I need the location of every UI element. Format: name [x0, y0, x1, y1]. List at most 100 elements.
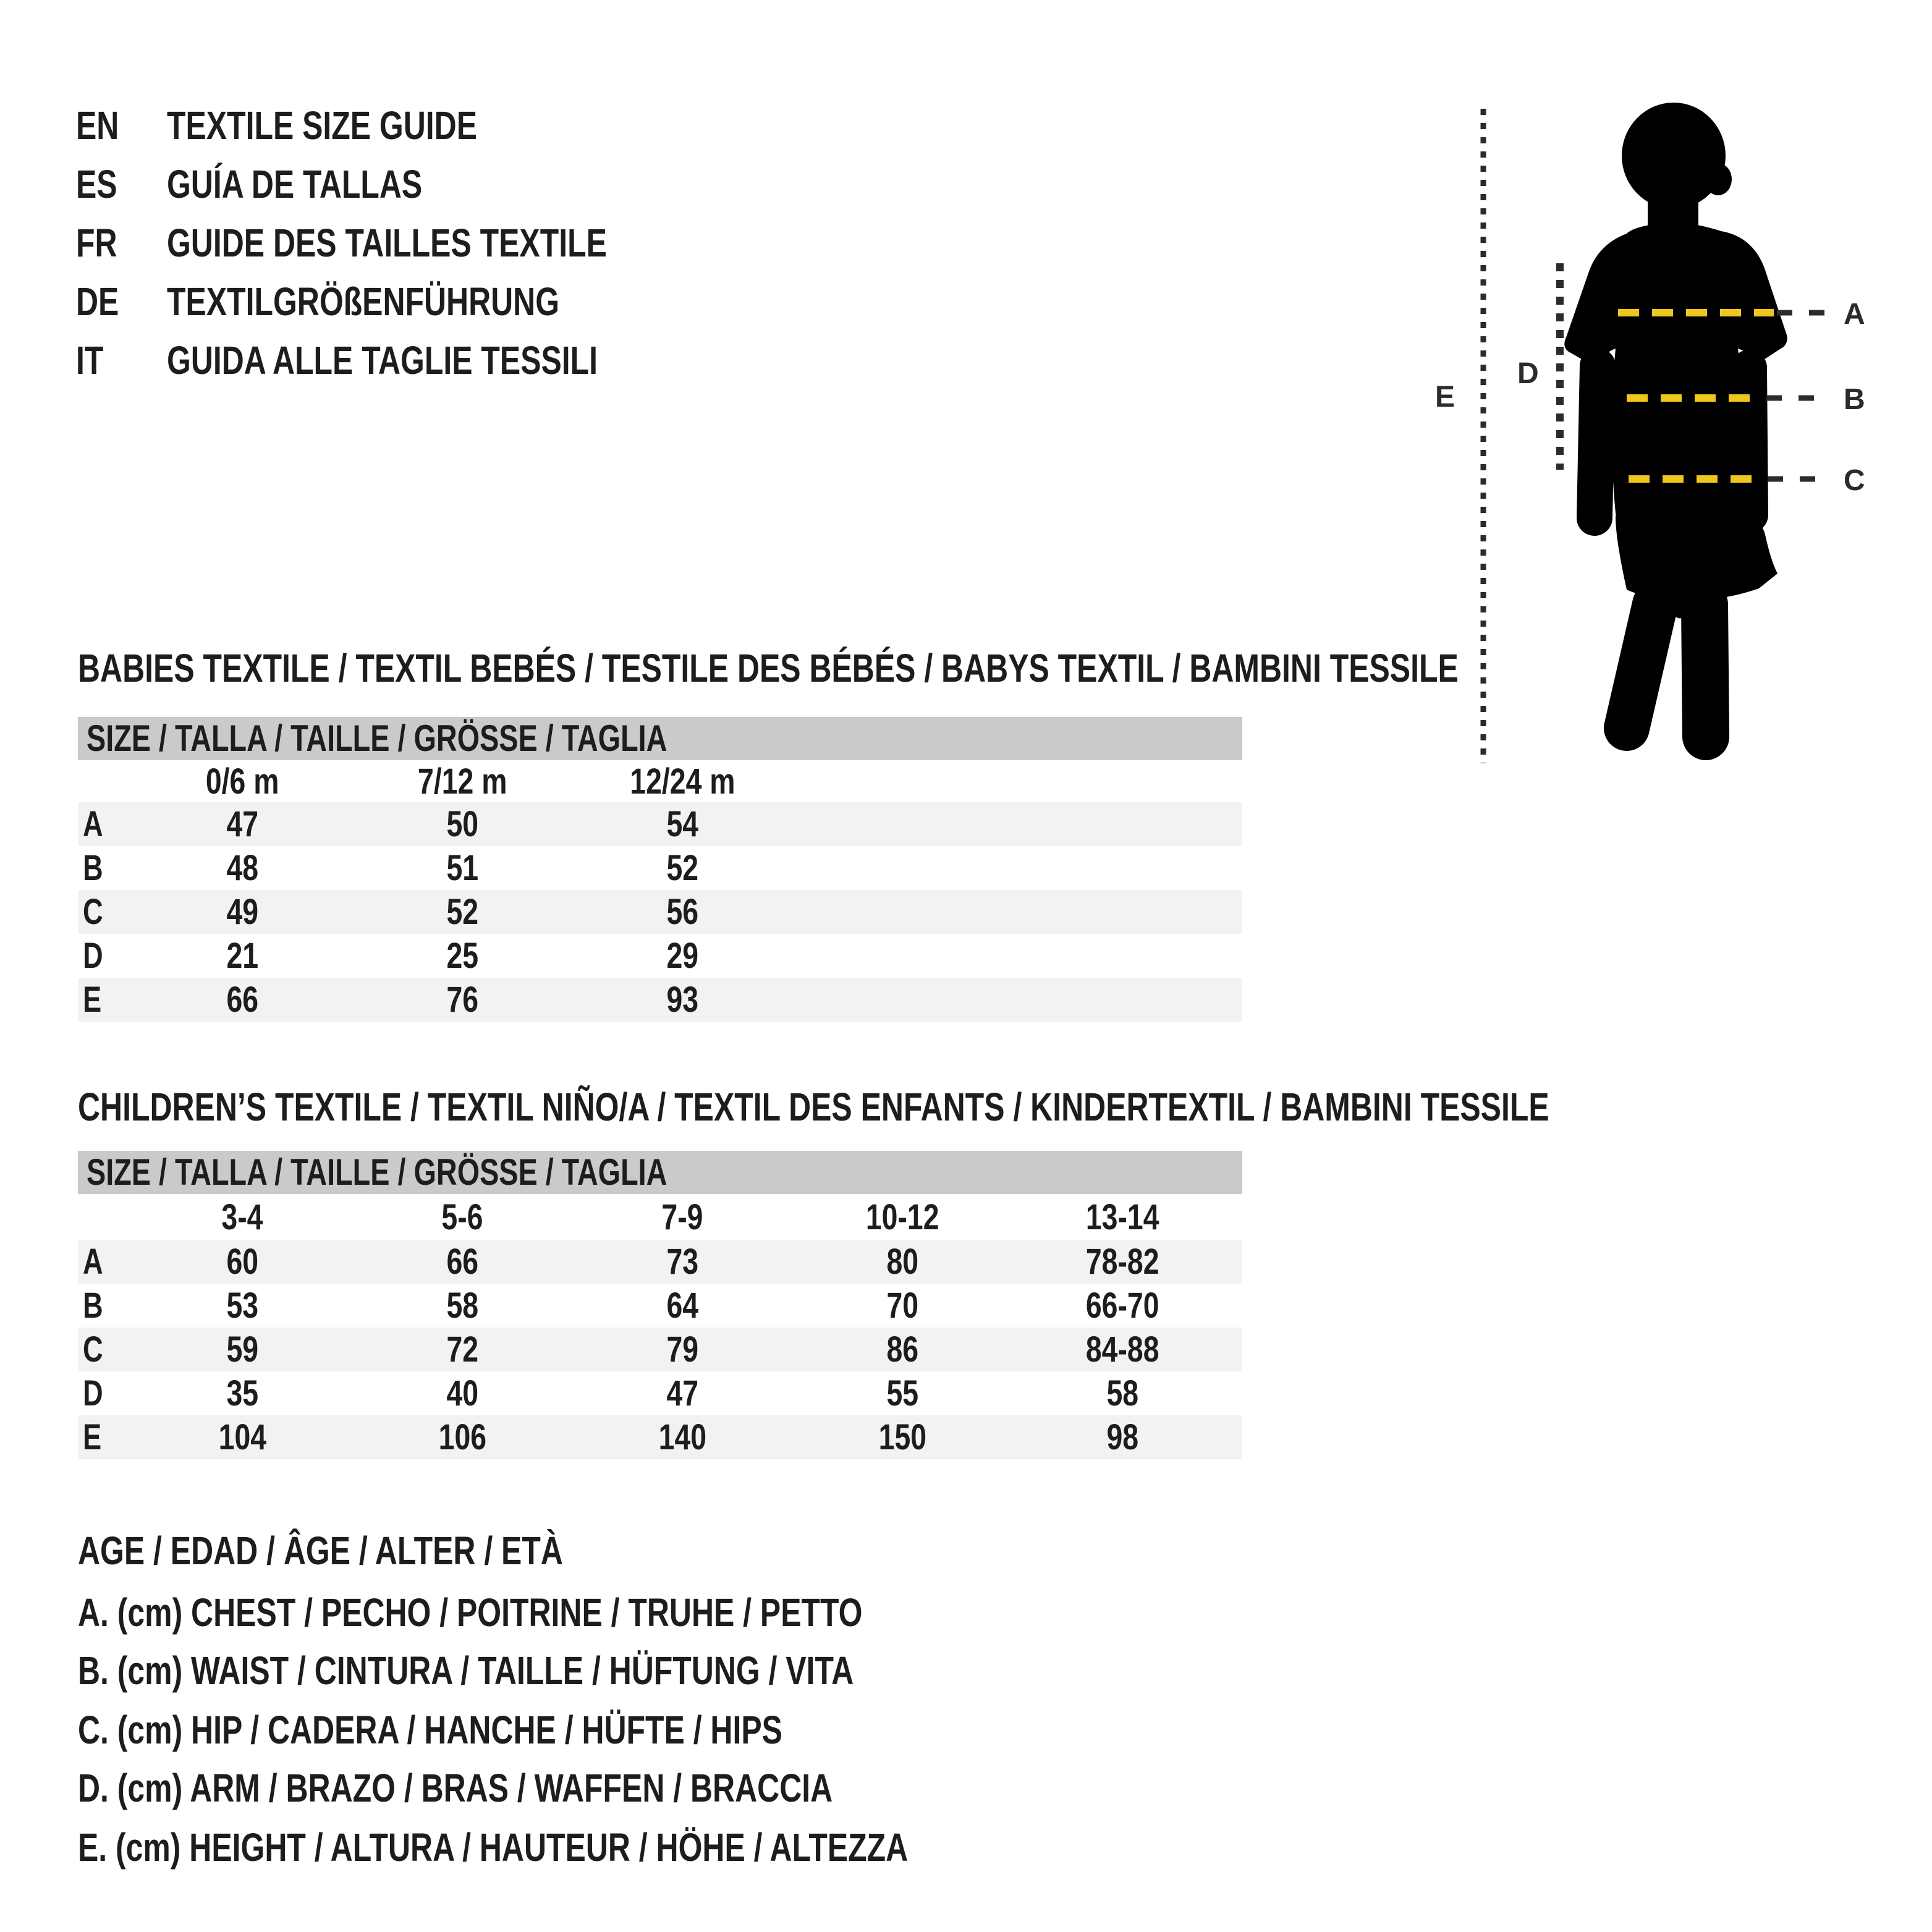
babies-column-header-row: 0/6 m 7/12 m 12/24 m — [78, 760, 1242, 802]
table-cell: 66-70 — [1085, 1286, 1159, 1326]
table-cell: 70 — [886, 1286, 918, 1326]
table-cell: 66 — [446, 1242, 478, 1282]
lang-code-en: EN — [76, 103, 119, 148]
table-cell: 49 — [226, 892, 258, 932]
table-cell: 86 — [886, 1329, 918, 1370]
babies-size-table: 0/6 m 7/12 m 12/24 m A 47 50 54 B 48 51 … — [78, 760, 1242, 1022]
legend-chest: A. (cm) CHEST / PECHO / POITRINE / TRUHE… — [78, 1591, 1083, 1634]
lang-code-de: DE — [76, 279, 119, 324]
table-cell: 76 — [446, 980, 478, 1020]
table-cell: 104 — [218, 1417, 266, 1457]
row-label: C — [83, 892, 103, 932]
table-cell: 58 — [1106, 1373, 1138, 1413]
table-cell: 106 — [438, 1417, 486, 1457]
table-row-d: D 35 40 47 55 58 — [78, 1371, 1242, 1415]
babies-col-header: 0/6 m — [205, 761, 279, 802]
lang-title-de: TEXTILGRÖßENFÜHRUNG — [167, 279, 560, 324]
row-label: C — [83, 1329, 103, 1370]
table-cell: 79 — [666, 1329, 698, 1370]
legend-hip-text: C. (cm) HIP / CADERA / HANCHE / HÜFTE / … — [78, 1708, 782, 1752]
figure-label-c: C — [1844, 464, 1865, 497]
row-label: D — [83, 1373, 103, 1413]
legend-height-text: E. (cm) HEIGHT / ALTURA / HAUTEUR / HÖHE… — [78, 1825, 909, 1870]
table-cell: 66 — [226, 980, 258, 1020]
child-silhouette-diagram: A B C D E — [1435, 103, 1865, 763]
legend-hip: C. (cm) HIP / CADERA / HANCHE / HÜFTE / … — [78, 1708, 981, 1752]
measurement-figure: A B C D E — [1409, 87, 1932, 803]
table-cell: 50 — [446, 804, 478, 844]
table-cell: 78-82 — [1085, 1242, 1159, 1282]
row-label: A — [83, 1242, 103, 1282]
table-row-b: B 48 51 52 — [78, 846, 1242, 890]
children-size-header-bar: SIZE / TALLA / TAILLE / GRÖSSE / TAGLIA — [78, 1151, 1242, 1194]
legend-arm-text: D. (cm) ARM / BRAZO / BRAS / WAFFEN / BR… — [78, 1766, 833, 1810]
table-cell: 52 — [446, 892, 478, 932]
children-section-title: CHILDREN’S TEXTILE / TEXTIL NIÑO/A / TEX… — [78, 1085, 1932, 1129]
lang-code-it: IT — [76, 338, 104, 383]
table-cell: 140 — [658, 1417, 706, 1457]
babies-section-title-text: BABIES TEXTILE / TEXTIL BEBÉS / TESTILE … — [78, 646, 1459, 690]
babies-section-title: BABIES TEXTILE / TEXTIL BEBÉS / TESTILE … — [78, 646, 1848, 690]
table-cell: 93 — [666, 980, 698, 1020]
row-label: D — [83, 936, 103, 976]
table-cell: 54 — [666, 804, 698, 844]
legend-waist-text: B. (cm) WAIST / CINTURA / TAILLE / HÜFTU… — [78, 1648, 854, 1693]
lang-title-it: GUIDA ALLE TAGLIE TESSILI — [167, 338, 598, 383]
row-label: B — [83, 1286, 103, 1326]
figure-label-a: A — [1844, 298, 1865, 331]
table-cell: 58 — [446, 1286, 478, 1326]
row-label: A — [83, 804, 103, 844]
legend-age-text: AGE / EDAD / ÂGE / ALTER / ETÀ — [78, 1528, 563, 1573]
table-cell: 98 — [1106, 1417, 1138, 1457]
table-row-c: C 49 52 56 — [78, 890, 1242, 934]
table-cell: 80 — [886, 1242, 918, 1282]
table-cell: 53 — [226, 1286, 258, 1326]
child-silhouette — [1564, 103, 1787, 760]
table-cell: 56 — [666, 892, 698, 932]
children-column-header-row: 3-4 5-6 7-9 10-12 13-14 — [78, 1194, 1242, 1240]
table-cell: 35 — [226, 1373, 258, 1413]
table-row-b: B 53 58 64 70 66-70 — [78, 1284, 1242, 1328]
children-section-title-text: CHILDREN’S TEXTILE / TEXTIL NIÑO/A / TEX… — [78, 1085, 1549, 1129]
figure-label-d: D — [1517, 357, 1539, 390]
legend-arm: D. (cm) ARM / BRAZO / BRAS / WAFFEN / BR… — [78, 1766, 1046, 1810]
legend-waist: B. (cm) WAIST / CINTURA / TAILLE / HÜFTU… — [78, 1649, 1072, 1692]
children-size-table: 3-4 5-6 7-9 10-12 13-14 A 60 66 73 80 78… — [78, 1194, 1242, 1459]
table-row-c: C 59 72 79 86 84-88 — [78, 1328, 1242, 1371]
babies-col-header: 7/12 m — [417, 761, 507, 802]
row-label: E — [83, 1417, 102, 1457]
children-col-header: 10-12 — [865, 1197, 939, 1237]
children-size-header-text: SIZE / TALLA / TAILLE / GRÖSSE / TAGLIA — [87, 1151, 667, 1193]
children-col-header: 3-4 — [221, 1197, 263, 1237]
table-row-a: A 60 66 73 80 78-82 — [78, 1240, 1242, 1284]
figure-label-e: E — [1435, 381, 1455, 413]
legend-age: AGE / EDAD / ÂGE / ALTER / ETÀ — [78, 1529, 700, 1572]
table-cell: 59 — [226, 1329, 258, 1370]
table-cell: 25 — [446, 936, 478, 976]
table-row-d: D 21 25 29 — [78, 934, 1242, 978]
lang-title-en: TEXTILE SIZE GUIDE — [167, 103, 478, 148]
table-cell: 150 — [878, 1417, 926, 1457]
legend-chest-text: A. (cm) CHEST / PECHO / POITRINE / TRUHE… — [78, 1590, 863, 1635]
figure-label-b: B — [1844, 383, 1865, 416]
row-label: B — [83, 848, 103, 888]
table-cell: 29 — [666, 936, 698, 976]
lang-title-fr: GUIDE DES TAILLES TEXTILE — [167, 221, 607, 265]
table-cell: 47 — [666, 1373, 698, 1413]
table-cell: 55 — [886, 1373, 918, 1413]
table-cell: 64 — [666, 1286, 698, 1326]
table-cell: 48 — [226, 848, 258, 888]
table-cell: 47 — [226, 804, 258, 844]
table-cell: 40 — [446, 1373, 478, 1413]
children-col-header: 5-6 — [441, 1197, 483, 1237]
children-col-header: 13-14 — [1085, 1197, 1159, 1237]
lang-title-es: GUÍA DE TALLAS — [167, 162, 423, 206]
legend-height: E. (cm) HEIGHT / ALTURA / HAUTEUR / HÖHE… — [78, 1826, 1142, 1869]
table-row-e: E 66 76 93 — [78, 978, 1242, 1022]
table-cell: 52 — [666, 848, 698, 888]
children-col-header: 7-9 — [661, 1197, 703, 1237]
lang-code-es: ES — [76, 162, 117, 206]
table-cell: 73 — [666, 1242, 698, 1282]
table-cell: 72 — [446, 1329, 478, 1370]
table-row-a: A 47 50 54 — [78, 802, 1242, 846]
